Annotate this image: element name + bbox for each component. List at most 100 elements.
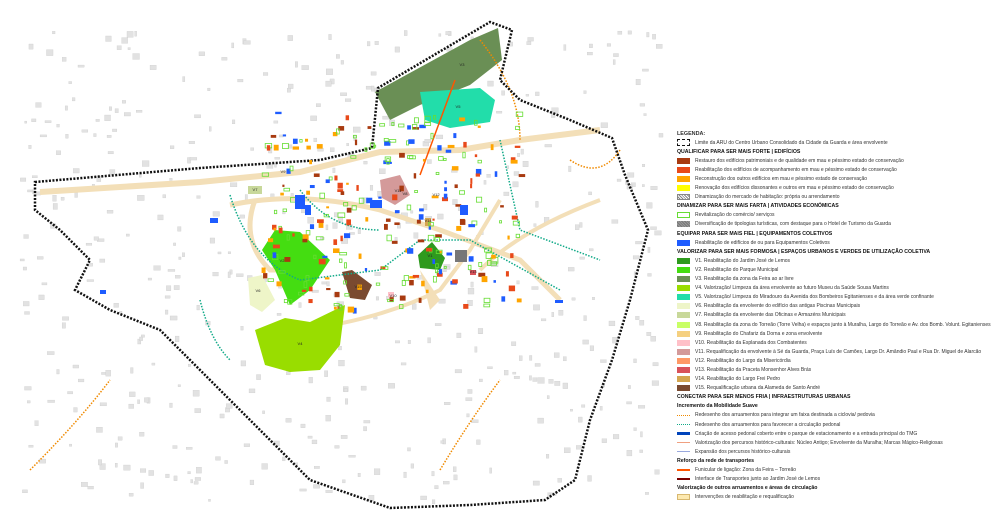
- building: [144, 397, 150, 403]
- building: [370, 71, 377, 76]
- building: [72, 364, 79, 369]
- building: [554, 381, 561, 386]
- building: [320, 237, 325, 240]
- building: [587, 52, 593, 56]
- intervention-building: [337, 212, 346, 218]
- intervention-building: [340, 235, 343, 242]
- legend-item-label: Expansão dos percursos histórico-cultura…: [695, 448, 791, 455]
- intervention-building: [481, 276, 488, 283]
- intervention-building: [518, 174, 526, 178]
- building: [643, 113, 647, 116]
- building: [533, 304, 540, 311]
- building: [424, 139, 431, 143]
- intervention-building: [343, 233, 351, 239]
- building: [87, 486, 94, 490]
- building: [651, 380, 659, 386]
- building: [563, 44, 567, 51]
- legend-item: Limite da ARU do Centro Urbano Consolida…: [677, 138, 1000, 147]
- intervention-building: [286, 168, 291, 174]
- building: [165, 473, 170, 478]
- intervention-building: [317, 219, 324, 223]
- building: [56, 150, 61, 155]
- building: [434, 323, 442, 326]
- building: [635, 316, 640, 320]
- legend-swatch-icon: [677, 276, 690, 283]
- intervention-building: [308, 299, 313, 304]
- intervention-building: [514, 145, 521, 148]
- building: [28, 145, 32, 149]
- building: [529, 375, 532, 381]
- building: [298, 302, 302, 308]
- legend-swatch-icon: [677, 451, 690, 453]
- legend-swatch-icon: [677, 157, 690, 164]
- legend-item-label: Diversificação de tipologias turísticas,…: [695, 221, 891, 228]
- intervention-building: [338, 304, 343, 311]
- intervention-building: [475, 196, 483, 203]
- building: [626, 450, 633, 457]
- building: [130, 367, 134, 374]
- building: [182, 252, 185, 257]
- building: [589, 248, 594, 252]
- building: [187, 471, 191, 475]
- legend-swatch-icon: [677, 442, 690, 444]
- intervention-building: [434, 237, 440, 242]
- legend-item: Renovação dos edifícios dissonantes e ou…: [677, 184, 1000, 193]
- building: [527, 37, 534, 42]
- intervention-building: [435, 263, 439, 268]
- boundary: [33, 20, 650, 510]
- intervention-building: [388, 139, 397, 143]
- building: [196, 304, 200, 311]
- legend-item-label: V14. Reabilitação do Largo Frei Pedro: [695, 376, 781, 383]
- intervention-building: [364, 268, 368, 272]
- intervention-building: [409, 276, 416, 279]
- intervention-building: [483, 303, 491, 308]
- map-label-v11: V11: [395, 188, 403, 193]
- building: [93, 133, 97, 137]
- intervention-building: [356, 185, 359, 191]
- building: [400, 362, 407, 366]
- building: [395, 340, 400, 344]
- legend-item: Reabilitação dos edifícios de acompanham…: [677, 165, 1000, 174]
- legend-item: Redesenho dos arruamentos para favorecer…: [677, 420, 1000, 429]
- legend-item: V1. Reabilitação do Jardim José de Lemos: [677, 256, 1000, 265]
- intervention-building: [278, 270, 286, 274]
- legend-swatch-icon: [677, 239, 690, 246]
- building: [274, 157, 280, 160]
- building: [105, 370, 111, 377]
- intervention-building: [422, 158, 426, 162]
- intervention-building: [433, 115, 437, 120]
- building: [115, 442, 118, 448]
- building: [198, 51, 205, 56]
- map-label-v1: V1: [428, 253, 434, 258]
- legend-item-label: V12. Reabilitação do Largo da Misericórd…: [695, 357, 791, 364]
- building: [311, 289, 319, 293]
- intervention-building: [474, 154, 478, 158]
- map-canvas[interactable]: V1 V2 V3 V4 V5 V6 V7 V8 V9 V10 V11 V12 V13 V14 V15: [0, 0, 670, 512]
- intervention-building: [413, 117, 419, 124]
- building: [124, 112, 131, 117]
- intervention-building: [283, 187, 291, 192]
- intervention-building: [272, 244, 280, 249]
- building: [616, 178, 622, 182]
- intervention-building: [339, 258, 343, 263]
- intervention-building: [289, 165, 294, 172]
- building: [194, 114, 201, 119]
- legend-item: V7. Reabilitação da envolvente das Ofici…: [677, 311, 1000, 320]
- area-v1: [418, 242, 445, 270]
- building: [325, 224, 329, 231]
- intervention-building: [302, 238, 308, 243]
- building: [157, 214, 164, 221]
- building: [581, 404, 586, 408]
- intervention-building: [407, 155, 414, 159]
- building: [328, 34, 332, 40]
- legend-swatch-icon: [677, 468, 690, 472]
- intervention-building: [326, 288, 331, 291]
- intervention-building: [261, 172, 269, 177]
- map-label-v4: V4: [298, 341, 304, 346]
- building: [282, 211, 286, 215]
- building: [65, 134, 69, 139]
- intervention-building: [407, 125, 411, 130]
- building: [311, 439, 318, 445]
- intervention-building: [391, 122, 395, 127]
- building: [479, 378, 483, 382]
